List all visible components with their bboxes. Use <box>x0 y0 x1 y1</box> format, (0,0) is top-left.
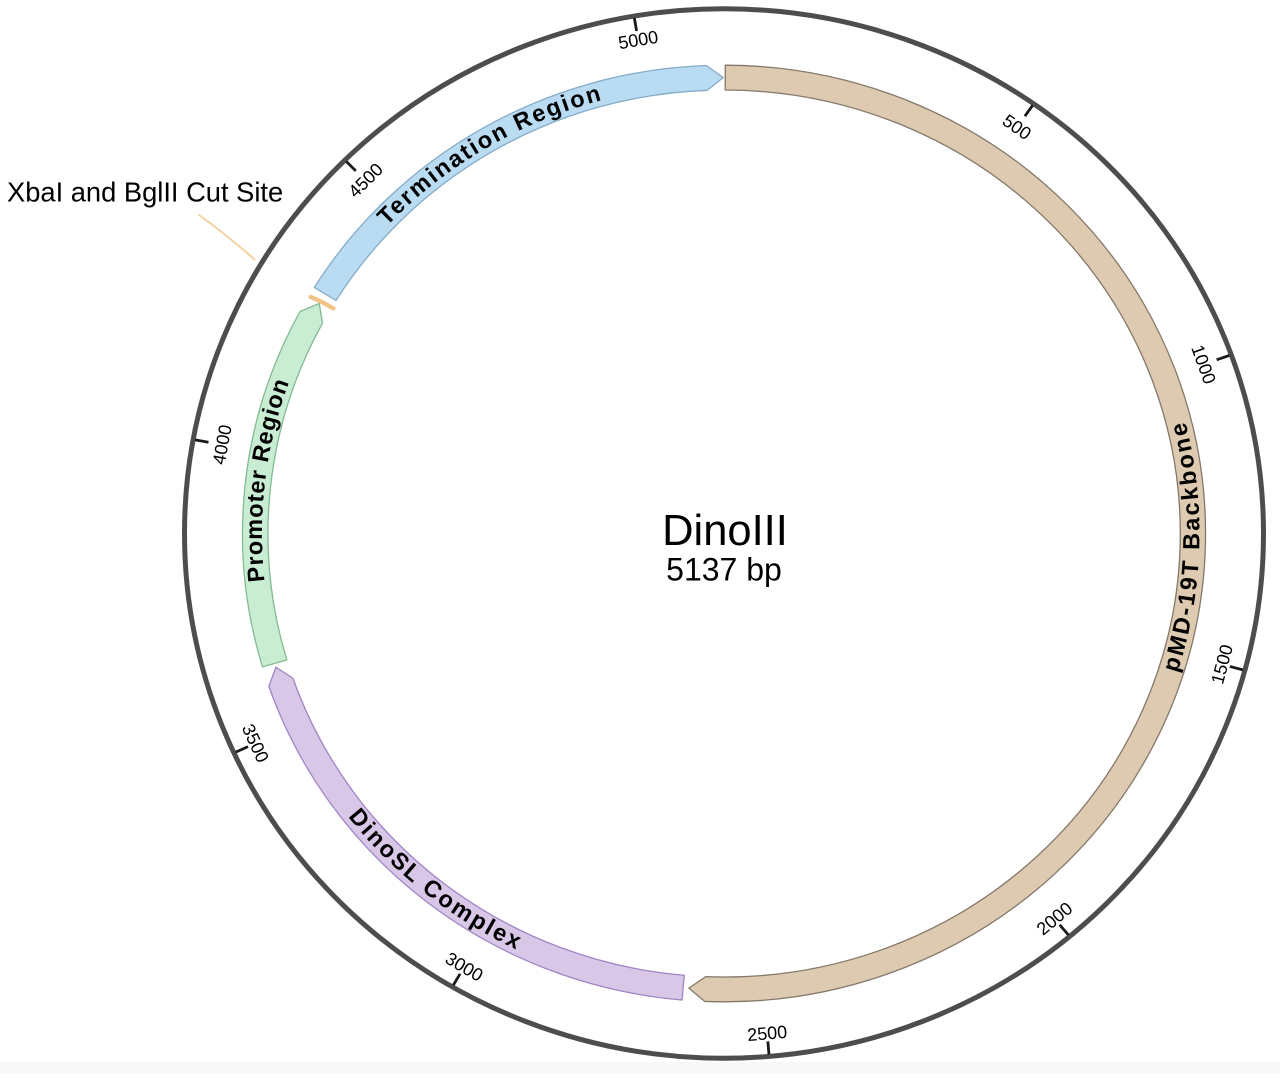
svg-text:5137 bp: 5137 bp <box>666 552 782 588</box>
svg-text:2500: 2500 <box>746 1022 788 1045</box>
svg-text:DinoIII: DinoIII <box>662 507 788 555</box>
svg-text:XbaI and BglII Cut Site: XbaI and BglII Cut Site <box>7 177 283 208</box>
